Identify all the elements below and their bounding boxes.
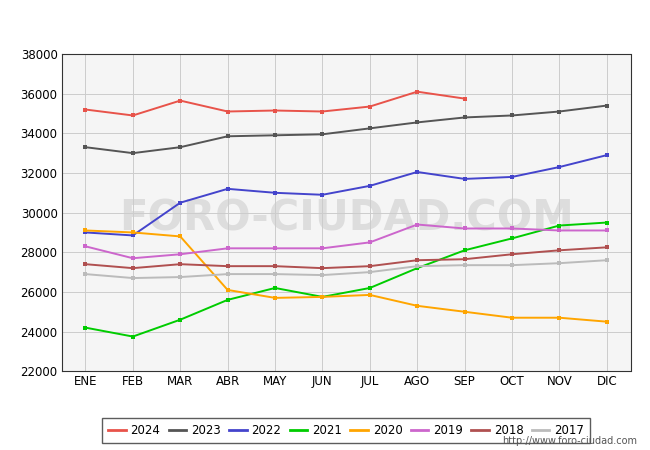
Text: http://www.foro-ciudad.com: http://www.foro-ciudad.com <box>502 436 637 446</box>
Legend: 2024, 2023, 2022, 2021, 2020, 2019, 2018, 2017: 2024, 2023, 2022, 2021, 2020, 2019, 2018… <box>102 418 590 443</box>
Text: Afiliados en Adeje a 30/9/2024: Afiliados en Adeje a 30/9/2024 <box>183 14 467 33</box>
Text: FORO-CIUDAD.COM: FORO-CIUDAD.COM <box>119 198 573 240</box>
